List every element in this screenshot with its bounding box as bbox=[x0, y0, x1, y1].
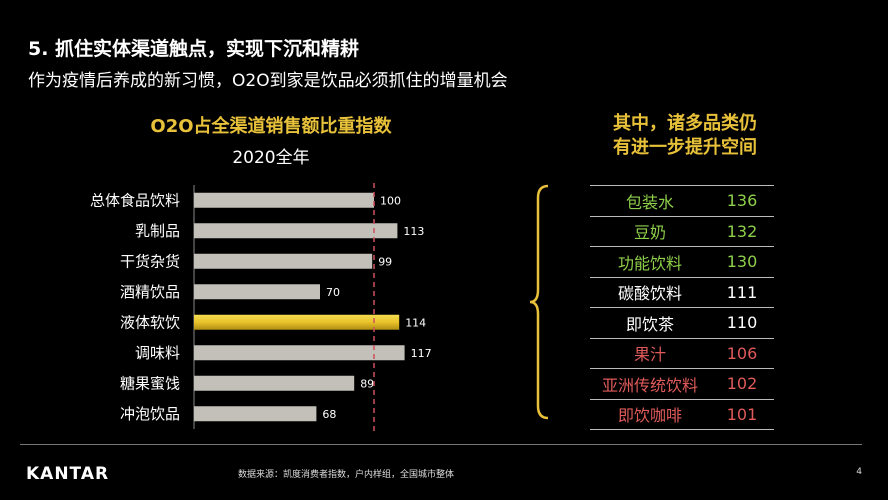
bar-chart: 总体食品饮料 100 乳制品 113 干货杂货 99 酒精饮品 70 液体软饮 114 调味料 117… bbox=[90, 183, 432, 435]
bar bbox=[194, 406, 317, 422]
category-score: 130 bbox=[726, 252, 758, 272]
bar bbox=[194, 253, 373, 269]
footer-divider bbox=[20, 444, 862, 445]
bar bbox=[194, 375, 355, 391]
source-note: 数据来源：凯度消费者指数，户内样组，全国城市整体 bbox=[238, 470, 455, 480]
table-row: 即饮咖啡 101 bbox=[590, 400, 774, 430]
table-row: 豆奶 132 bbox=[590, 217, 774, 247]
table-row: 即饮茶 110 bbox=[590, 308, 774, 339]
right-panel-title: 其中，诸多品类仍 有进一步提升空间 bbox=[560, 112, 810, 160]
value-label: 89 bbox=[360, 377, 374, 390]
category-label: 调味料 bbox=[135, 344, 180, 362]
category-score: 106 bbox=[726, 343, 758, 363]
category-label: 干货杂货 bbox=[120, 252, 180, 270]
value-label: 117 bbox=[411, 347, 432, 360]
table-row: 功能饮料 130 bbox=[590, 247, 774, 278]
category-label: 液体软饮 bbox=[120, 313, 180, 331]
table-row: 亚洲传统饮料 102 bbox=[590, 369, 774, 400]
category-name: 即饮茶 bbox=[625, 314, 674, 334]
category-score: 132 bbox=[726, 221, 758, 241]
category-name: 功能饮料 bbox=[617, 253, 682, 273]
value-label: 100 bbox=[380, 194, 401, 207]
category-table: 包装水 136 豆奶 132 功能饮料 130 碳酸饮料 111 即饮茶 110… bbox=[590, 185, 774, 430]
right-title-line1: 其中，诸多品类仍 bbox=[613, 113, 757, 134]
bar bbox=[194, 314, 400, 330]
page-number: 4 bbox=[856, 467, 862, 477]
bar bbox=[194, 192, 374, 208]
bar bbox=[194, 284, 320, 300]
page-title: 5. 抓住实体渠道触点，实现下沉和精耕 bbox=[28, 38, 360, 60]
category-score: 101 bbox=[726, 404, 758, 424]
bar bbox=[194, 223, 398, 239]
category-name: 亚洲传统饮料 bbox=[601, 375, 698, 395]
value-label: 99 bbox=[378, 255, 392, 268]
category-name: 果汁 bbox=[633, 345, 666, 365]
category-label: 乳制品 bbox=[135, 222, 180, 240]
table-row: 包装水 136 bbox=[590, 186, 774, 217]
category-label: 冲泡饮品 bbox=[120, 405, 180, 423]
table-row: 碳酸饮料 111 bbox=[590, 278, 774, 308]
category-name: 豆奶 bbox=[633, 223, 666, 243]
category-label: 糖果蜜饯 bbox=[120, 374, 180, 392]
right-title-line2: 有进一步提升空间 bbox=[613, 137, 757, 158]
value-label: 113 bbox=[403, 225, 424, 238]
table-row: 果汁 106 bbox=[590, 339, 774, 369]
value-label: 70 bbox=[326, 286, 340, 299]
value-label: 68 bbox=[322, 408, 336, 421]
category-score: 111 bbox=[726, 282, 758, 302]
chart-title: O2O占全渠道销售额比重指数 bbox=[150, 116, 392, 137]
chart-subtitle: 2020全年 bbox=[232, 148, 310, 168]
category-label: 酒精饮品 bbox=[120, 283, 180, 301]
category-score: 136 bbox=[726, 191, 758, 211]
value-label: 114 bbox=[405, 316, 426, 329]
page-subtitle: 作为疫情后养成的新习惯，O2O到家是饮品必须抓住的增量机会 bbox=[28, 71, 508, 91]
kantar-logo: KANTAR bbox=[26, 464, 110, 484]
curly-brace-icon bbox=[529, 184, 549, 420]
category-name: 包装水 bbox=[625, 192, 674, 212]
category-label: 总体食品饮料 bbox=[90, 191, 180, 209]
bar bbox=[194, 345, 405, 361]
category-score: 110 bbox=[726, 313, 758, 333]
category-name: 即饮咖啡 bbox=[617, 406, 682, 426]
category-name: 碳酸饮料 bbox=[617, 284, 682, 304]
category-score: 102 bbox=[726, 374, 758, 394]
